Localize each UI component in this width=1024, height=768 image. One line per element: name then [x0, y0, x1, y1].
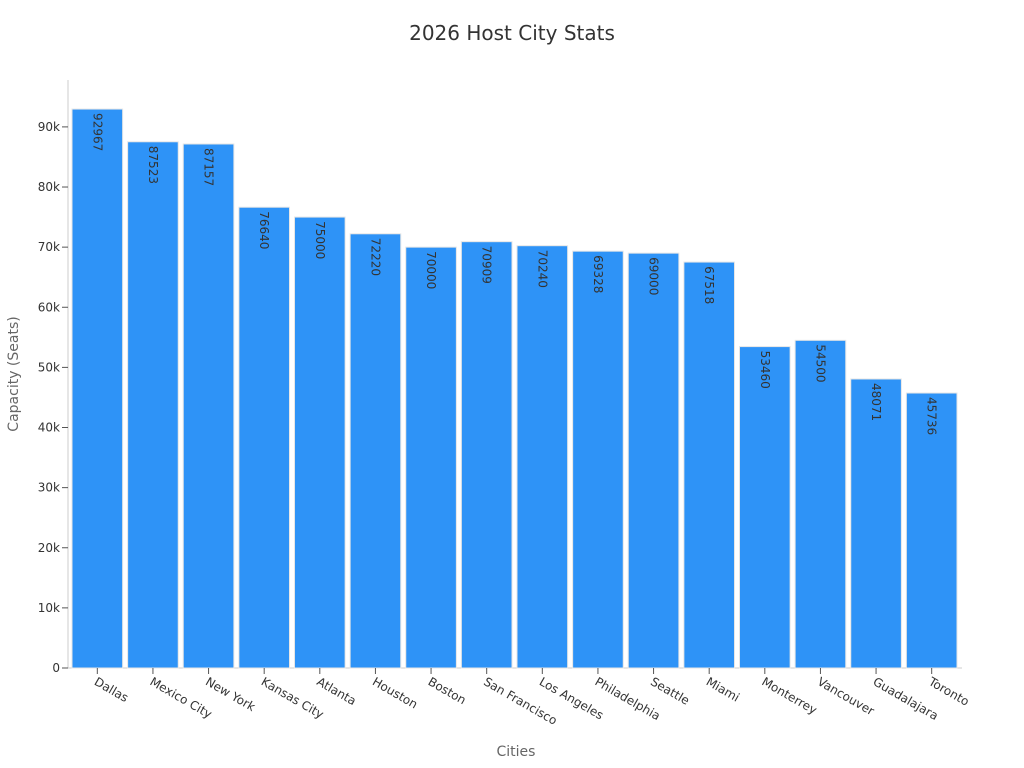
x-tick-label: Seattle: [648, 674, 692, 707]
plot-area: 0 10k 20k 30k 40k 50k 60k 70k 80k 90k 92967 Dallas 8…: [38, 80, 972, 728]
y-tick-label: 40k: [38, 421, 60, 435]
bar-data-label: 75000: [313, 221, 327, 259]
bar: [794, 339, 847, 669]
bar: [294, 216, 346, 669]
y-tick-label: 90k: [38, 120, 60, 134]
y-tick-label: 20k: [38, 541, 60, 555]
y-tick-label: 50k: [38, 360, 60, 374]
bar: [405, 246, 457, 669]
bar-data-label: 53460: [758, 351, 772, 389]
bar-data-label: 76640: [257, 211, 271, 249]
bar: [238, 206, 290, 669]
bar-data-label: 87523: [146, 146, 160, 184]
bar-data-label: 72220: [368, 238, 382, 276]
bar: [127, 141, 179, 669]
x-tick-label: Vancouver: [815, 674, 877, 718]
chart-title: 2026 Host City Stats: [409, 21, 615, 45]
x-tick-label: Miami: [704, 674, 742, 704]
bar-data-label: 54500: [813, 344, 827, 382]
y-tick-label: 30k: [38, 481, 60, 495]
y-tick-label: 0: [52, 661, 60, 675]
x-tick-label: Atlanta: [314, 674, 358, 708]
x-tick-label: Toronto: [925, 674, 971, 709]
bar-data-label: 69328: [591, 255, 605, 293]
bar-data-label: 70909: [480, 246, 494, 284]
x-tick-label: Dallas: [92, 674, 131, 705]
bar-data-label: 69000: [647, 257, 661, 295]
bar-data-label: 70000: [424, 251, 438, 289]
bar: [516, 245, 569, 669]
bar: [71, 108, 124, 669]
bar: [905, 392, 958, 669]
bar: [349, 233, 402, 669]
bar-data-label: 45736: [925, 397, 939, 435]
bar-data-label: 48071: [869, 383, 883, 421]
bar-data-label: 92967: [90, 113, 104, 151]
bar: [739, 346, 791, 669]
x-tick-label: Mexico City: [147, 674, 214, 721]
y-tick-label: 80k: [38, 180, 60, 194]
bar-data-label: 70240: [535, 250, 549, 288]
y-tick-label: 60k: [38, 300, 60, 314]
bar: [850, 378, 902, 669]
y-tick-label: 70k: [38, 240, 60, 254]
y-tick-label: 10k: [38, 601, 60, 615]
x-axis-title: Cities: [497, 744, 536, 760]
bar: [572, 250, 624, 669]
x-tick-label: Boston: [426, 674, 469, 707]
bar-data-label: 87157: [202, 148, 216, 186]
bar: [182, 143, 235, 669]
bar: [683, 261, 735, 669]
y-axis-title: Capacity (Seats): [6, 316, 22, 431]
bar: [460, 241, 513, 669]
x-tick-label: Houston: [370, 674, 420, 711]
x-tick-label: Kansas City: [259, 674, 326, 721]
bar-data-label: 67518: [702, 266, 716, 304]
bar: [627, 252, 680, 669]
x-tick-label: Monterrey: [759, 674, 819, 717]
